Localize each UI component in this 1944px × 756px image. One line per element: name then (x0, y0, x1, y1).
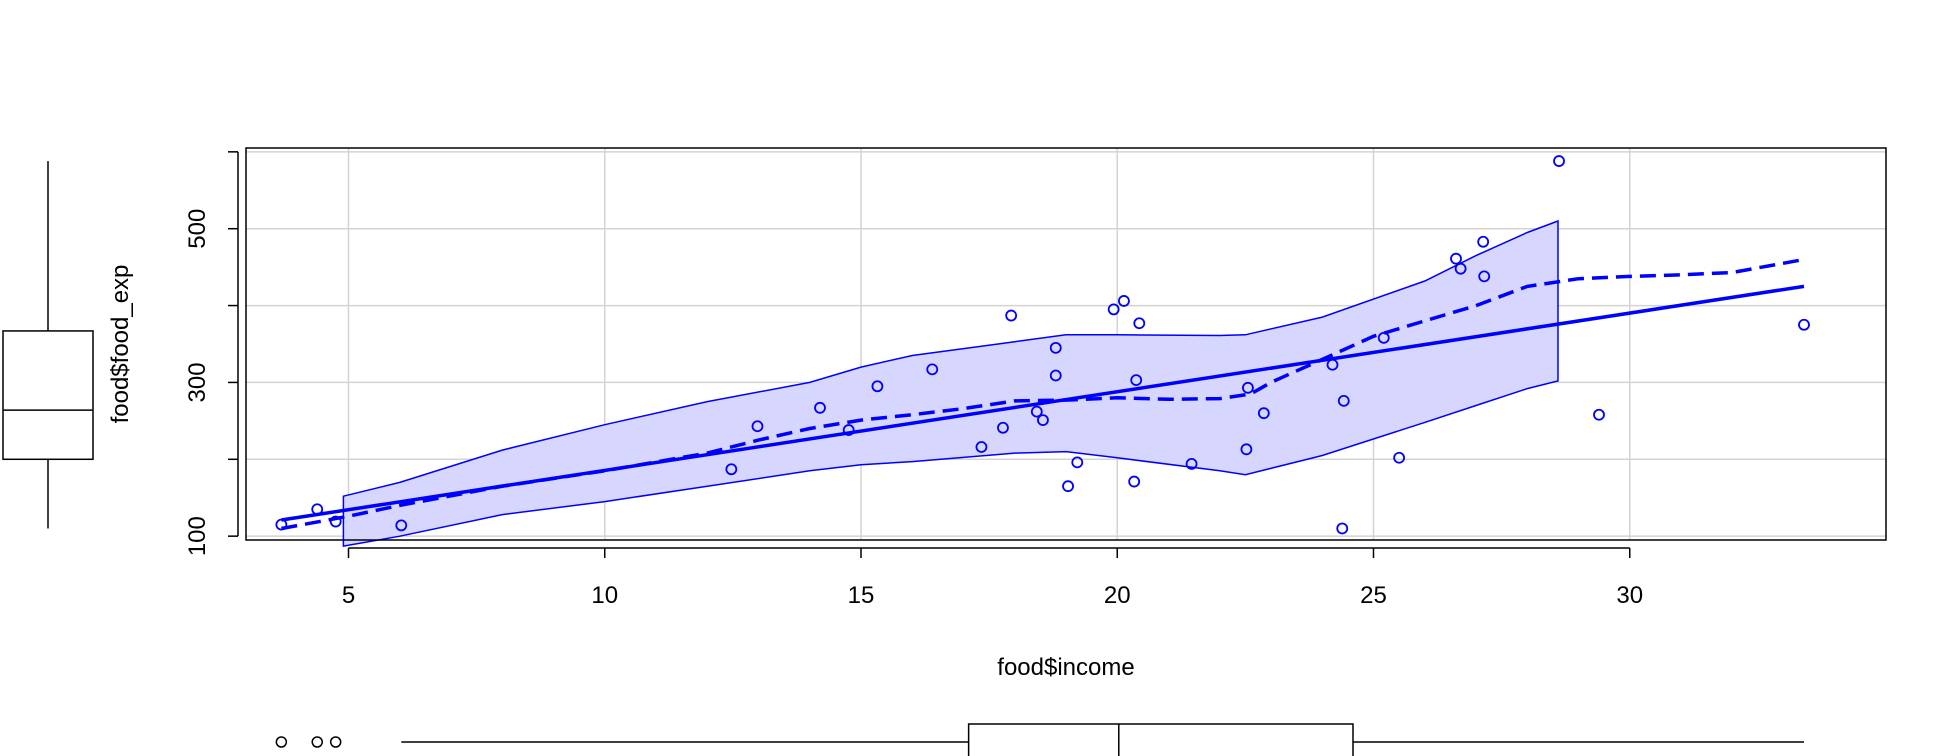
data-point-18 (1071, 456, 1084, 469)
data-point-6 (814, 401, 826, 414)
x-boxplot (275, 723, 1804, 756)
data-point-4 (725, 463, 738, 476)
data-point-1 (311, 503, 324, 516)
y-boxplot (2, 161, 94, 529)
x-tick-label-2: 15 (848, 582, 875, 609)
y-axis: 100 300 500 (184, 151, 239, 556)
y-axis-label: food$food_exp (107, 265, 134, 424)
data-point-8 (871, 380, 884, 393)
regression-line (281, 284, 1805, 522)
data-point-38 (1593, 408, 1605, 421)
x-boxplot-outlier-2 (329, 736, 342, 748)
data-point-16 (1049, 369, 1062, 382)
confidence-band (342, 219, 1559, 547)
x-boxplot-box (967, 723, 1354, 756)
y-tick-label-2: 300 (184, 362, 211, 402)
data-point-13 (1030, 405, 1043, 418)
data-point-22 (1130, 374, 1143, 387)
smooth-line (281, 257, 1805, 531)
x-tick-label-5: 30 (1616, 582, 1643, 609)
data-point-15 (1049, 341, 1062, 354)
data-point-12 (1005, 309, 1018, 322)
data-point-35 (1477, 235, 1490, 248)
data-point-3 (395, 519, 408, 532)
data-point-17 (1062, 480, 1074, 493)
data-point-23 (1133, 317, 1146, 330)
data-point-28 (1326, 358, 1339, 371)
x-axis-label: food$income (997, 654, 1134, 681)
data-point-34 (1454, 262, 1467, 275)
y-tick-label-0: 100 (184, 516, 211, 556)
x-boxplot-outlier-0 (275, 736, 288, 748)
data-point-24 (1185, 458, 1198, 470)
data-point-27 (1257, 407, 1270, 420)
data-point-14 (1037, 414, 1049, 426)
data-point-10 (975, 441, 988, 453)
data-point-25 (1240, 443, 1253, 456)
y-tick-label-4: 500 (184, 209, 211, 249)
data-points (275, 155, 1810, 535)
x-tick-label-1: 10 (591, 582, 618, 609)
data-point-2 (329, 515, 342, 528)
x-boxplot-outlier-1 (311, 736, 323, 748)
data-point-29 (1336, 522, 1349, 535)
x-axis: 5 10 15 20 25 30 (342, 547, 1643, 609)
y-boxplot-box (2, 330, 94, 461)
data-point-7 (842, 424, 855, 436)
data-point-31 (1377, 331, 1390, 344)
x-tick-label-0: 5 (342, 582, 355, 609)
data-point-36 (1478, 270, 1491, 283)
plot-frame (245, 147, 1887, 541)
data-point-5 (751, 420, 764, 433)
x-tick-label-3: 20 (1104, 582, 1131, 609)
data-point-26 (1242, 381, 1254, 394)
x-tick-label-4: 25 (1360, 582, 1387, 609)
data-point-11 (997, 421, 1009, 434)
data-point-39 (1798, 318, 1810, 331)
data-point-9 (926, 363, 939, 376)
data-point-30 (1337, 394, 1350, 407)
data-point-19 (1107, 303, 1120, 316)
data-point-0 (275, 518, 288, 531)
data-point-21 (1128, 475, 1141, 488)
data-point-32 (1393, 451, 1406, 464)
data-point-33 (1450, 252, 1462, 265)
data-point-37 (1553, 155, 1565, 167)
data-point-20 (1118, 295, 1130, 307)
